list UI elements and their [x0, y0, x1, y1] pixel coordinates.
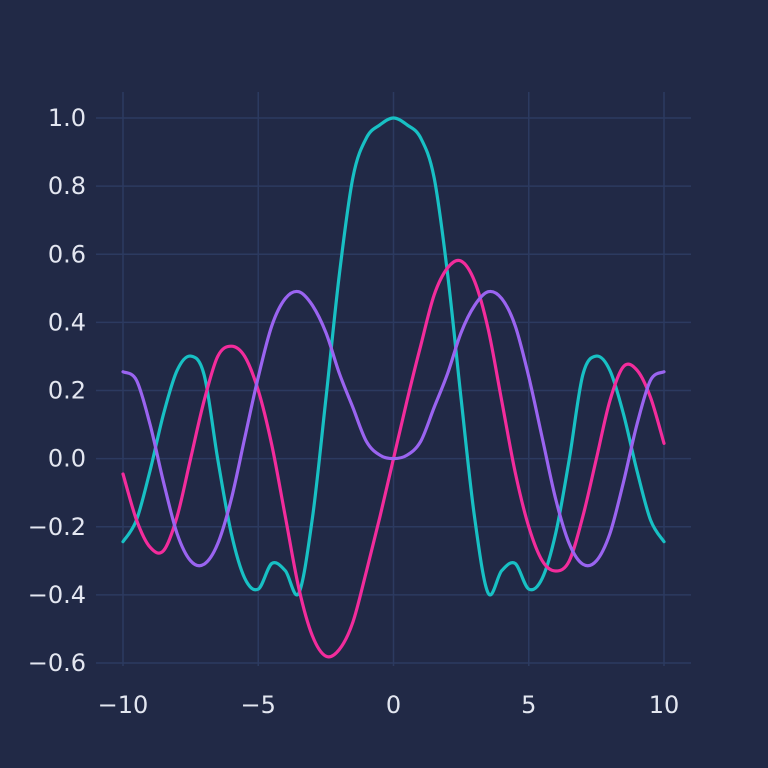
y-tick-label: 0.8 [48, 172, 86, 200]
y-tick-label: 0.6 [48, 240, 86, 268]
series-line-purple [121, 289, 666, 568]
y-tick-label: 0.4 [48, 308, 86, 336]
y-tick-label: 0.2 [48, 377, 86, 405]
x-tick-label: 10 [649, 691, 680, 719]
x-tick-label: −10 [98, 691, 149, 719]
series-line-cyan [121, 116, 666, 597]
y-tick-label: −0.2 [28, 513, 86, 541]
x-tick-label: 5 [521, 691, 536, 719]
tick-labels: −10 −5 0 5 10 1.0 0.8 0.6 0.4 0.2 0.0 −0.2 −0.4 −0.6 [28, 104, 680, 719]
y-tick-label: 0.0 [48, 445, 86, 473]
y-tick-label: −0.6 [28, 649, 86, 677]
series-layer [121, 116, 666, 659]
x-tick-label: 0 [386, 691, 401, 719]
y-tick-label: 1.0 [48, 104, 86, 132]
x-tick-label: −5 [241, 691, 276, 719]
grid [96, 92, 691, 666]
y-tick-label: −0.4 [28, 581, 86, 609]
